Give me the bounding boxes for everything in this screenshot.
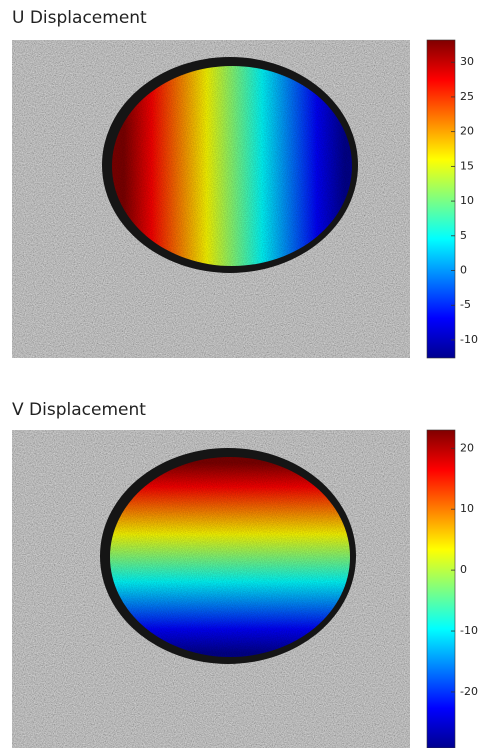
panel-title: V Displacement [12,400,146,420]
colorbar-tick-label: 0 [460,563,467,576]
field-speckle [112,66,352,266]
colorbar-tick-label: 25 [460,90,474,103]
panel-title: U Displacement [12,8,147,28]
colorbar-tick-label: 15 [460,159,474,172]
colorbar-tick-label: 10 [460,502,474,515]
colorbar-tick-label: 20 [460,125,474,138]
colorbar-tick-label: -20 [460,685,478,698]
colorbar-tick-label: 0 [460,264,467,277]
colorbar [426,39,456,359]
colorbar-tick-label: -5 [460,298,471,311]
colorbar-tick-label: 10 [460,194,474,207]
colorbar-tick-label: 20 [460,441,474,454]
colorbar-tick-label: 5 [460,229,467,242]
field-speckle [110,457,350,657]
colorbar [426,429,456,748]
colorbar-tick-label: 30 [460,55,474,68]
colorbar-tick-label: -10 [460,333,478,346]
colorbar-tick-label: -10 [460,624,478,637]
